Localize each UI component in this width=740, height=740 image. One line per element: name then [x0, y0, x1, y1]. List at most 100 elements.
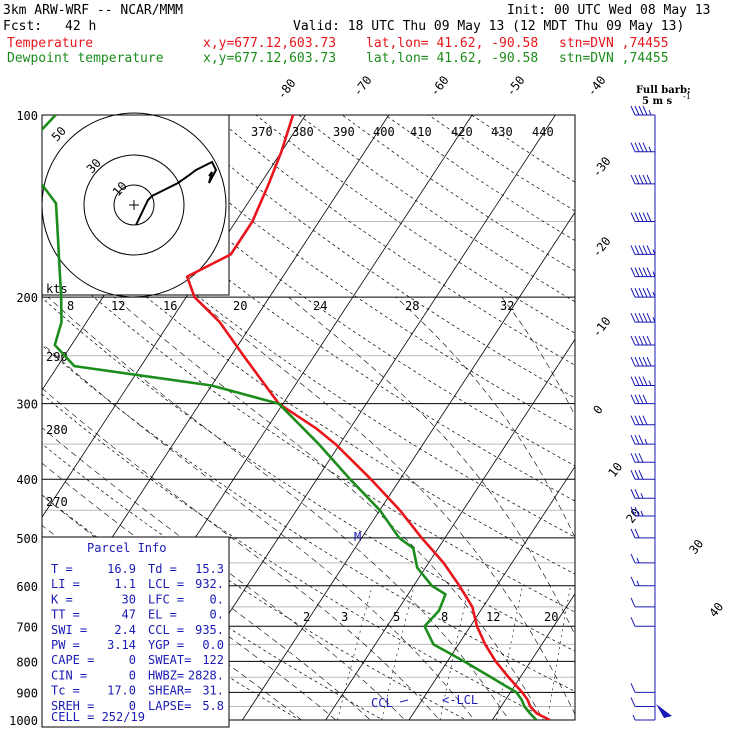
parcel-row-label: CIN =: [51, 668, 87, 682]
pressure-label-400: 400: [16, 473, 38, 487]
temperature-profile: [185, 115, 551, 720]
wind-barb-half-feather: [640, 493, 644, 499]
legend-temperature-latlon: lat,lon= 41.62, -90.58: [366, 36, 539, 51]
theta-side-label: 270: [46, 495, 68, 509]
wind-barb-feather: [642, 212, 648, 222]
wind-barb-feather: [630, 506, 636, 517]
wind-barb-surface-arrow: [656, 704, 672, 718]
wind-barb-feather: [642, 312, 648, 323]
wind-barb-feather: [634, 470, 640, 480]
wind-barb-half-feather: [632, 714, 636, 721]
wind-barb-feather: [634, 212, 640, 222]
wind-barb-feather: [634, 105, 640, 116]
wind-barb-feather: [630, 553, 636, 564]
mixing-ratio-3: [381, 585, 415, 720]
dewpoint-profile: [42, 115, 538, 720]
pressure-label-200: 200: [16, 291, 38, 305]
hodograph-ring-10: [113, 184, 155, 226]
wind-barb-feather: [630, 394, 636, 404]
hodograph-units: kts: [46, 282, 68, 296]
theta-side-label: 280: [46, 423, 68, 437]
wind-barb-feather: [634, 376, 640, 386]
dry-adiabat-360: [82, 115, 575, 467]
parcel-row-value: 2828.: [188, 668, 224, 682]
hodograph-trace: [135, 160, 218, 226]
dry-adiabat-430: [384, 115, 575, 241]
wind-barb-feather: [638, 376, 644, 386]
parcel-row-label: SREH =: [51, 699, 94, 713]
pressure-label-600: 600: [16, 580, 38, 594]
valid-time: Valid: 18 UTC Thu 09 May 13 (12 MDT Thu …: [293, 19, 685, 34]
isotherm-label: -80: [274, 76, 298, 102]
parcel-row-label: EL =: [148, 608, 177, 622]
wind-barb-feather: [646, 287, 652, 298]
wind-barb-feather: [638, 470, 644, 480]
mixing-ratio-label: 2: [303, 610, 310, 624]
wind-barb-feather: [638, 356, 644, 367]
wind-barb-feather: [634, 394, 640, 404]
parcel-info-title: Parcel Info: [87, 541, 166, 555]
marker-lcl: <-LCL: [442, 693, 478, 707]
pressure-label-800: 800: [16, 655, 38, 669]
mixing-ratio-2: [337, 585, 373, 720]
wind-barb-feather: [646, 245, 652, 255]
init-time: Init: 00 UTC Wed 08 May 13: [507, 3, 711, 18]
wind-barb-feather: [634, 434, 640, 445]
wind-barb-feather: [630, 528, 636, 539]
hodograph-ring-30: [83, 154, 185, 256]
speed-axis-label: 8: [67, 299, 74, 313]
parcel-row-value: 0: [129, 699, 136, 713]
mixing-ratio-label: 8: [441, 610, 448, 624]
dry-adiabat-310: [42, 297, 575, 652]
parcel-row-value: 47: [122, 608, 136, 622]
wind-barb-half-feather: [648, 146, 652, 152]
parcel-row-label: CCL =: [148, 623, 184, 637]
marker-m: M: [354, 530, 361, 544]
parcel-row-value: 2.4: [114, 623, 136, 637]
wind-barb-feather: [630, 597, 636, 608]
wind-barb-feather: [642, 335, 648, 346]
mixing-ratio-5: [439, 585, 470, 720]
hodograph-speed-axis: 8 12 16 20 24 28 32: [67, 299, 514, 313]
isotherm-20: [567, 115, 740, 733]
parcel-row-value: 0.: [210, 592, 224, 606]
moist-adiabat-22: [193, 296, 575, 715]
parcel-info-cell: CELL = 252/19: [51, 710, 145, 724]
parcel-row-value: 16.9: [107, 562, 136, 576]
parcel-row-value: 17.0: [107, 684, 136, 698]
isotherm-10: [491, 593, 575, 720]
forecast-hour: 42 h: [65, 19, 97, 34]
wind-barb-feather: [630, 617, 636, 627]
wind-barb-feather: [634, 528, 640, 539]
moist-adiabat--10: [42, 524, 302, 720]
theta-label: 440: [532, 125, 554, 139]
wind-barb-half-feather: [652, 291, 656, 298]
parcel-row-value: 932.: [195, 577, 224, 591]
barb-legend-value: 5 m s: [642, 96, 673, 107]
wind-barb-feather: [646, 212, 652, 222]
isotherm-label: -20: [589, 234, 613, 260]
theta-label: 430: [491, 125, 513, 139]
wind-barb-feather: [638, 394, 644, 404]
moist-adiabat-26: [288, 296, 575, 636]
chart-grid: [42, 115, 740, 733]
wind-barb-feather: [634, 174, 640, 185]
isotherm-label: 0: [590, 403, 605, 417]
pressure-label-1000: 1000: [9, 714, 38, 728]
wind-barb-feather: [638, 287, 644, 298]
wind-barb-legend: Full barb: 5 m s -1: [636, 85, 691, 107]
wind-barb-feather: [630, 312, 636, 323]
parcel-info-frame: [41, 536, 230, 728]
wind-barb-feather: [642, 174, 648, 185]
wind-barb-feather: [630, 174, 636, 185]
wind-barb-feather: [634, 415, 640, 425]
dry-adiabat-290: [42, 393, 551, 720]
wind-barbs: [630, 105, 672, 721]
parcel-row-value: 0: [129, 668, 136, 682]
wind-barb-feather: [642, 356, 648, 367]
isotherm-label: -40: [584, 73, 608, 99]
parcel-row-value: 0: [129, 653, 136, 667]
wind-barb-feather: [646, 356, 652, 367]
parcel-row-value: 935.: [195, 623, 224, 637]
wind-barb-feather: [630, 470, 636, 480]
